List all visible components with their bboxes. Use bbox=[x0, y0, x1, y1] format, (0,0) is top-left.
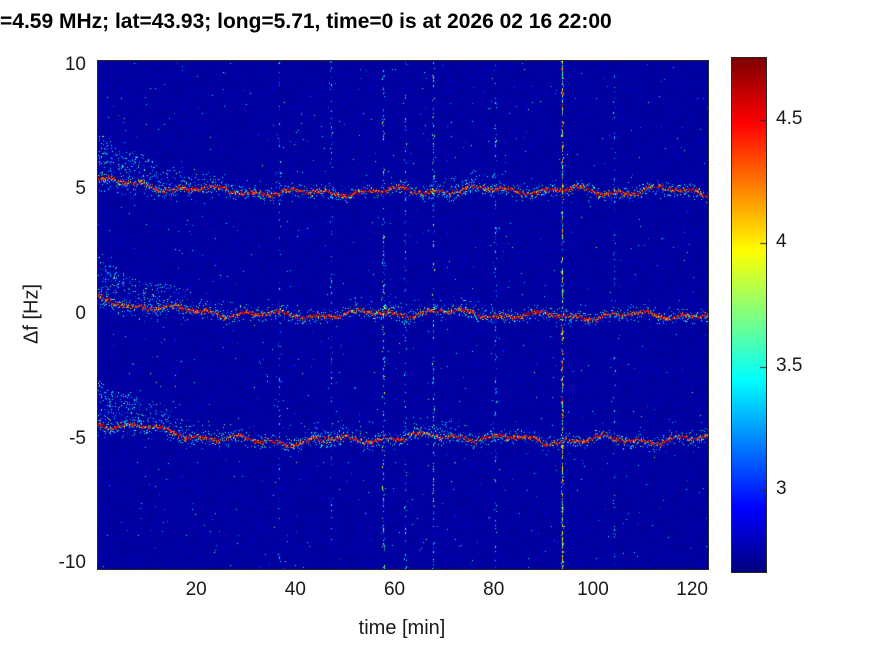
y-tick-label: -5 bbox=[69, 427, 86, 449]
y-tick-label: 10 bbox=[64, 53, 86, 75]
y-tick-label: 0 bbox=[75, 303, 86, 324]
colorbar bbox=[731, 57, 767, 573]
x-tick-label: 100 bbox=[577, 579, 609, 600]
colorbar-tick-label: 4.5 bbox=[776, 107, 803, 129]
x-tick-label: 40 bbox=[284, 579, 306, 600]
x-tick-label: 20 bbox=[185, 579, 207, 600]
y-tick-label: 5 bbox=[75, 178, 86, 200]
x-axis-label: time [min] bbox=[358, 617, 446, 639]
spectrogram-plot bbox=[97, 60, 709, 570]
x-tick-label: 80 bbox=[483, 579, 505, 600]
x-tick-label: 60 bbox=[383, 579, 406, 600]
x-tick-label: 120 bbox=[676, 579, 708, 600]
colorbar-tick-label: 4 bbox=[776, 231, 787, 253]
colorbar-tick-label: 3 bbox=[776, 478, 787, 500]
colorbar-tick-label: 3.5 bbox=[776, 354, 803, 376]
chart-title: =4.59 MHz; lat=43.93; long=5.71, time=0 … bbox=[0, 10, 612, 33]
y-tick-label: -10 bbox=[58, 552, 86, 574]
